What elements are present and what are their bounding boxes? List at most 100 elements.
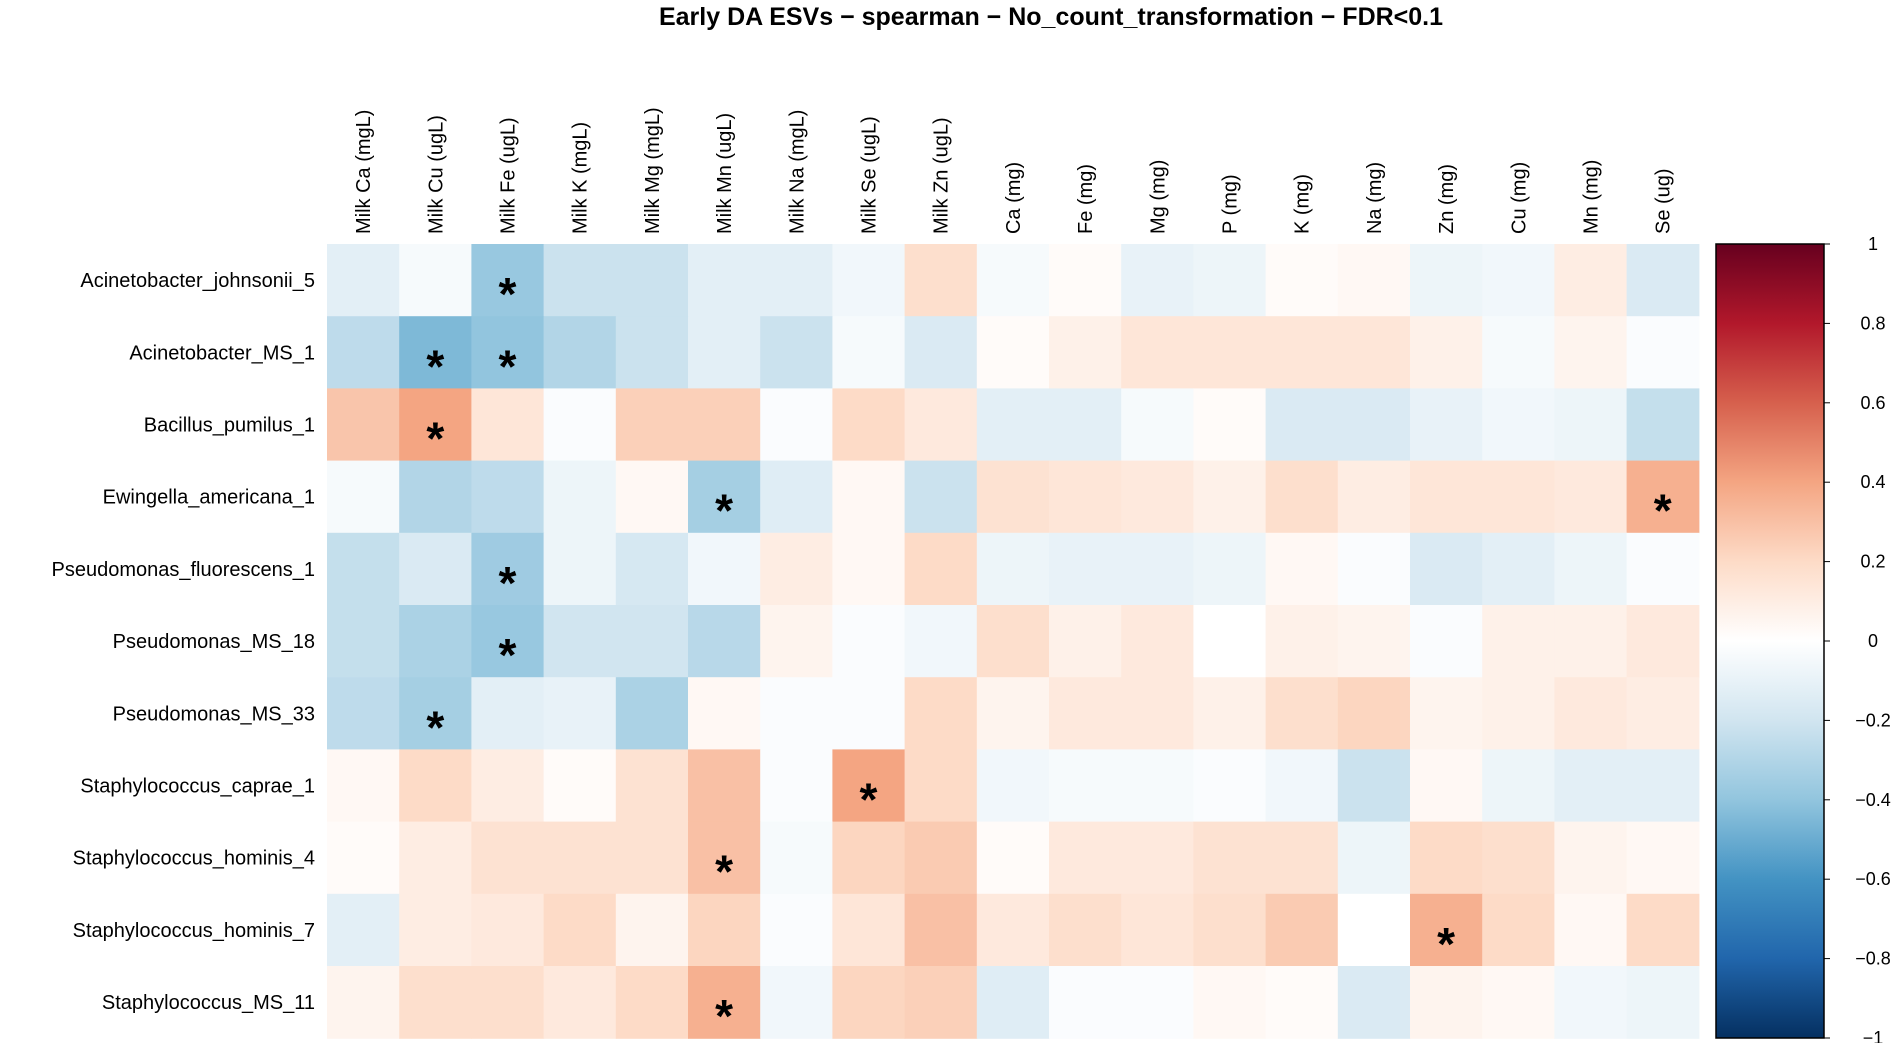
heatmap-cell <box>543 460 617 534</box>
heatmap-cell <box>615 316 689 389</box>
heatmap-cell <box>1193 460 1267 534</box>
heatmap-cell <box>760 749 833 823</box>
heatmap-cell <box>832 821 906 895</box>
heatmap-cell <box>760 966 833 1039</box>
heatmap-cell <box>327 821 400 895</box>
heatmap-cell <box>760 893 833 967</box>
heatmap-cell <box>1337 244 1411 317</box>
heatmap-cell <box>399 821 472 895</box>
heatmap-cell <box>1121 460 1194 534</box>
heatmap-cell <box>1554 388 1628 462</box>
heatmap-cell <box>1554 244 1628 317</box>
heatmap-cell <box>976 605 1050 678</box>
heatmap-cell <box>1482 749 1555 823</box>
column-label: Fe (mg) <box>1075 164 1097 234</box>
significance-asterisk: * <box>426 701 444 753</box>
heatmap-cell <box>1410 388 1483 462</box>
row-label: Acinetobacter_MS_1 <box>129 342 315 364</box>
heatmap-cell <box>327 460 400 534</box>
heatmap-cell <box>615 821 689 895</box>
heatmap-cell <box>904 244 978 317</box>
heatmap-cell <box>399 244 472 317</box>
heatmap-cell <box>1410 460 1483 534</box>
row-label: Bacillus_pumilus_1 <box>144 415 315 437</box>
heatmap-cell <box>543 244 617 317</box>
significance-asterisk: * <box>499 557 517 609</box>
heatmap-cell <box>1410 821 1483 895</box>
heatmap-cell <box>471 460 545 534</box>
column-label: Milk K (mgL) <box>570 122 592 234</box>
heatmap-cell <box>1554 677 1628 750</box>
heatmap-cell <box>688 460 761 534</box>
heatmap-cell <box>543 316 617 389</box>
heatmap-cell <box>1193 532 1267 606</box>
heatmap-cell <box>327 532 400 606</box>
heatmap-cell <box>1626 821 1700 895</box>
heatmap-cell <box>976 244 1050 317</box>
heatmap-cell <box>1410 749 1483 823</box>
heatmap-cell <box>1554 966 1628 1039</box>
heatmap-cell <box>1626 966 1700 1039</box>
heatmap-cell <box>1626 532 1700 606</box>
heatmap-cell <box>1337 749 1411 823</box>
heatmap-cell <box>471 893 545 967</box>
heatmap-cell <box>760 316 833 389</box>
heatmap-cell <box>399 605 472 678</box>
heatmap-cell <box>1193 605 1267 678</box>
heatmap-cell <box>399 388 472 462</box>
heatmap-cell <box>688 893 761 967</box>
row-label: Staphylococcus_caprae_1 <box>80 776 315 798</box>
heatmap-cell <box>1265 749 1339 823</box>
heatmap-cell <box>976 460 1050 534</box>
heatmap-cell <box>615 388 689 462</box>
heatmap-cell <box>1265 460 1339 534</box>
column-label: Milk Fe (ugL) <box>498 117 520 234</box>
heatmap-cell <box>688 388 761 462</box>
heatmap-cell <box>615 605 689 678</box>
heatmap-cell <box>688 677 761 750</box>
heatmap-cell <box>832 460 906 534</box>
heatmap-cell <box>1193 677 1267 750</box>
heatmap-cell <box>1554 605 1628 678</box>
heatmap-cell <box>543 677 617 750</box>
legend-tick-label: 0.4 <box>1860 472 1885 492</box>
heatmap-cell <box>471 316 545 389</box>
column-label: K (mg) <box>1292 174 1314 234</box>
column-labels: Milk Ca (mgL) Milk Cu (ugL) Milk Fe (ugL) M… <box>353 107 1675 234</box>
heatmap-cell <box>1121 532 1194 606</box>
heatmap-cell <box>1265 821 1339 895</box>
legend-tick-label: 1 <box>1868 234 1878 254</box>
heatmap-cell <box>832 966 906 1039</box>
legend-tick-label: 0.6 <box>1860 393 1885 413</box>
heatmap-cell <box>976 893 1050 967</box>
legend-color-bar <box>1715 243 1825 1039</box>
row-label: Staphylococcus_MS_11 <box>102 992 315 1014</box>
heatmap-cell <box>615 532 689 606</box>
heatmap-cell <box>1410 316 1483 389</box>
column-label: Se (ug) <box>1653 168 1675 234</box>
heatmap-cell <box>688 316 761 389</box>
significance-asterisk: * <box>715 990 733 1042</box>
significance-asterisk: * <box>1654 485 1672 537</box>
heatmap-cell <box>399 532 472 606</box>
significance-asterisk: * <box>426 413 444 465</box>
heatmap-cell <box>1337 460 1411 534</box>
heatmap-cell <box>1410 677 1483 750</box>
row-label: Pseudomonas_MS_18 <box>113 631 315 653</box>
heatmap-cell <box>760 244 833 317</box>
column-label: Ca (mg) <box>1003 162 1025 234</box>
heatmap-cell <box>1482 966 1555 1039</box>
heatmap-cell <box>615 677 689 750</box>
heatmap-cell <box>327 605 400 678</box>
heatmap-cell <box>976 388 1050 462</box>
heatmap-cell <box>543 388 617 462</box>
heatmap-cell <box>688 605 761 678</box>
heatmap-cell <box>1482 388 1555 462</box>
heatmap-cell <box>1482 532 1555 606</box>
heatmap-cell <box>615 893 689 967</box>
heatmap-cell <box>471 749 545 823</box>
heatmap-cell <box>1337 893 1411 967</box>
heatmap-cell <box>904 966 978 1039</box>
heatmap-cell <box>399 893 472 967</box>
heatmap-cell <box>1049 749 1122 823</box>
